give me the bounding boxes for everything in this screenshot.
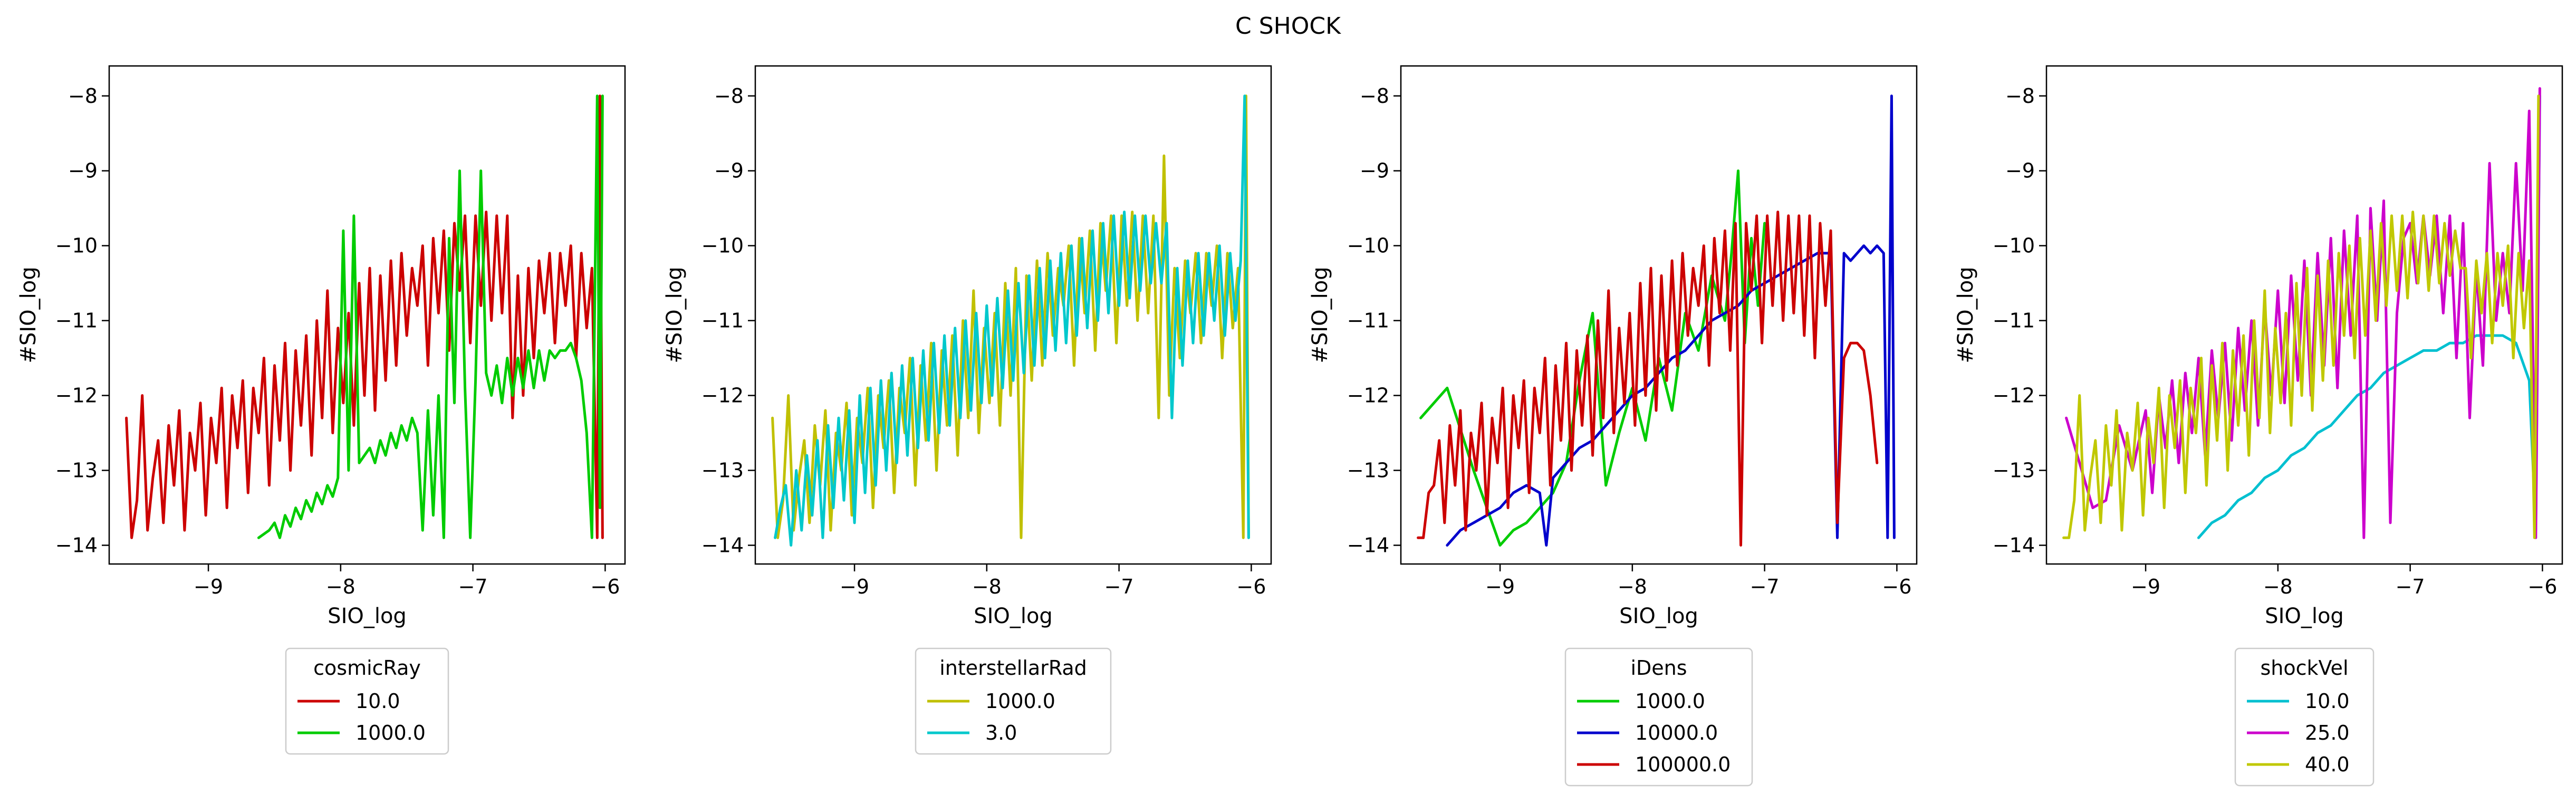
legend: shockVel 10.0 25.0 40.0 [2234,647,2375,787]
y-tick-label: −8 [2005,84,2035,108]
x-axis-label: SIO_log [2265,604,2344,628]
legend-entry-label: 1000.0 [355,721,426,744]
legend-title: iDens [1630,656,1687,680]
y-axis-label: #SIO_log [1308,266,1332,363]
legend-title: cosmicRay [313,656,421,680]
legend-entry-label: 10.0 [2305,690,2350,713]
x-tick-label: −9 [194,575,223,598]
series-line-1 [2197,94,2541,539]
series-line-1 [125,94,604,539]
y-tick-label: −11 [1347,309,1389,332]
y-tick-label: −13 [701,459,744,482]
y-tick-label: −9 [2005,159,2035,183]
legend: iDens 1000.0 10000.0 100000.0 [1564,647,1753,787]
y-tick-label: −13 [1993,459,2035,482]
legend-entry-label: 100000.0 [1635,753,1731,776]
axes-frame [1400,65,1918,565]
x-axis-label: SIO_log [974,604,1053,628]
series-group [2062,87,2541,539]
figure-title: C SHOCK [1235,13,1341,40]
legend-title: shockVel [2260,656,2348,680]
series-line-3 [1417,211,1879,547]
y-tick-label: −14 [701,534,744,557]
x-tick-label: −6 [1236,575,1266,598]
axes-frame [108,65,626,565]
y-tick-label: −12 [701,384,744,407]
x-axis-label: SIO_log [328,604,407,628]
axes-frame [2045,65,2563,565]
legend: cosmicRay 10.0 1000.0 [285,647,449,755]
x-tick-label: −7 [2396,575,2425,598]
y-tick-label: −13 [1347,459,1389,482]
subplot-3: −9 −8 −7 −6 −14 −13 −12 −11 −10 −9 −8 SIO_log #SIO_l… [1308,65,1918,787]
y-tick-label: −10 [55,234,98,257]
series-line-2 [257,94,604,539]
x-tick-label: −7 [1104,575,1134,598]
legend-title: interstellarRad [939,656,1087,680]
x-tick-label: −8 [2263,575,2293,598]
y-tick-label: −12 [55,384,98,407]
x-tick-label: −7 [1750,575,1780,598]
x-tick-label: −8 [326,575,355,598]
x-tick-label: −9 [840,575,869,598]
y-tick-label: −13 [55,459,98,482]
subplot-grid: −9 −8 −7 −6 −14 −13 −12 −11 −10 −9 −8 SIO_log #SIO_l… [16,65,2563,787]
x-tick-label: −7 [458,575,488,598]
subplot-4: −9 −8 −7 −6 −14 −13 −12 −11 −10 −9 −8 SIO_log #SIO_l… [1954,65,2563,787]
series-line-2 [774,94,1250,547]
subplot-1: −9 −8 −7 −6 −14 −13 −12 −11 −10 −9 −8 SIO_log #SIO_l… [16,65,626,755]
y-tick-label: −12 [1347,384,1389,407]
y-tick-label: −14 [1347,534,1389,557]
y-tick-label: −9 [68,159,98,183]
series-line-2 [1446,94,1896,547]
x-tick-label: −6 [590,575,620,598]
y-tick-label: −9 [714,159,744,183]
legend-entry-label: 25.0 [2305,721,2350,744]
series-group [771,94,1250,547]
y-tick-label: −11 [55,309,98,332]
x-tick-label: −6 [2527,575,2557,598]
legend-entry-label: 10000.0 [1635,721,1718,744]
y-tick-label: −14 [1993,534,2035,557]
legend-box [2234,647,2375,787]
legend-box [915,647,1112,755]
y-tick-label: −11 [1993,309,2035,332]
legend-entry-label: 40.0 [2305,753,2350,776]
x-tick-label: −9 [1485,575,1515,598]
y-axis-label: #SIO_log [662,266,687,363]
y-tick-label: −10 [1347,234,1389,257]
y-tick-label: −8 [714,84,744,108]
legend-entry-label: 1000.0 [985,690,1055,713]
x-tick-label: −8 [972,575,1002,598]
y-axis-label: #SIO_log [16,266,41,363]
series-group [1417,94,1896,547]
x-tick-label: −9 [2131,575,2160,598]
y-axis-label: #SIO_log [1954,266,1978,363]
y-tick-label: −10 [1993,234,2035,257]
subplot-2: −9 −8 −7 −6 −14 −13 −12 −11 −10 −9 −8 SIO_log #SIO_l… [662,65,1272,755]
axes-frame [754,65,1272,565]
y-tick-label: −10 [701,234,744,257]
legend-box [1564,647,1753,787]
x-tick-label: −8 [1618,575,1647,598]
y-tick-label: −11 [701,309,744,332]
legend: interstellarRad 1000.0 3.0 [915,647,1112,755]
legend-entry-label: 1000.0 [1635,690,1705,713]
x-axis-label: SIO_log [1619,604,1698,628]
x-tick-label: −6 [1882,575,1911,598]
legend-entry-label: 3.0 [985,721,1017,744]
series-group [125,94,604,539]
legend-entry-label: 10.0 [355,690,400,713]
y-tick-label: −8 [68,84,98,108]
y-tick-label: −8 [1360,84,1389,108]
y-tick-label: −14 [55,534,98,557]
y-tick-label: −9 [1360,159,1389,183]
legend-box [285,647,449,755]
series-line-3 [2062,94,2540,539]
y-tick-label: −12 [1993,384,2035,407]
